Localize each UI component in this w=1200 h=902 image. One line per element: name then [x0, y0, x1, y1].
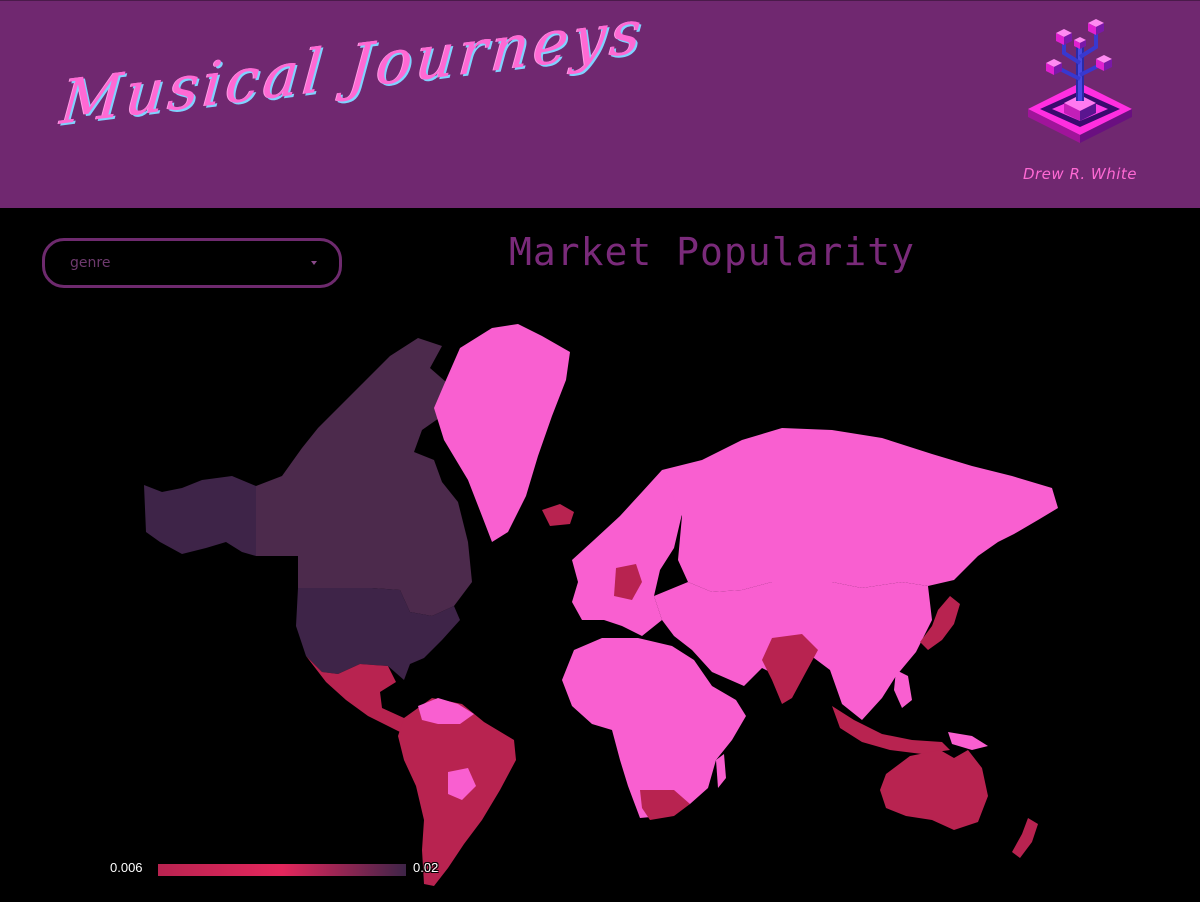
chart-title: Market Popularity [509, 230, 915, 274]
chevron-down-icon[interactable] [311, 261, 317, 265]
map-region-united-states[interactable] [296, 588, 460, 680]
map-region-papua[interactable] [948, 732, 988, 750]
colorbar-gradient [158, 864, 406, 876]
genre-dropdown[interactable]: genre [42, 238, 342, 288]
isometric-cube-tree-icon [1028, 19, 1132, 143]
map-region-bolivia-paraguay[interactable] [448, 768, 476, 800]
map-region-canada[interactable] [256, 338, 472, 616]
map-region-africa[interactable] [562, 638, 746, 818]
map-region-indonesia[interactable] [832, 706, 950, 754]
map-region-russia[interactable] [662, 428, 1058, 592]
map-region-venezuela-colombia[interactable] [418, 698, 474, 724]
genre-dropdown-placeholder: genre [70, 255, 111, 271]
map-region-japan[interactable] [920, 596, 960, 650]
map-region-india[interactable] [762, 634, 818, 704]
world-choropleth-map[interactable] [142, 320, 1062, 890]
author-name: Drew R. White [1022, 165, 1138, 183]
colorbar-max-label: 0.02 [413, 860, 439, 875]
colorbar-min-label: 0.006 [110, 860, 143, 875]
map-region-new-zealand[interactable] [1012, 818, 1038, 858]
app-header: Musical Journeys Dre [0, 0, 1200, 208]
map-region-south-africa[interactable] [640, 790, 690, 820]
map-region-iceland[interactable] [542, 504, 574, 526]
map-region-australia[interactable] [880, 750, 988, 830]
map-region-alaska[interactable] [144, 476, 256, 556]
map-region-madagascar[interactable] [716, 754, 726, 788]
map-region-germany[interactable] [614, 564, 642, 600]
map-region-europe[interactable] [572, 470, 682, 636]
map-region-greenland[interactable] [434, 324, 570, 542]
app-title: Musical Journeys [58, 0, 648, 139]
map-region-mexico[interactable] [306, 656, 422, 738]
map-region-philippines[interactable] [894, 670, 912, 708]
